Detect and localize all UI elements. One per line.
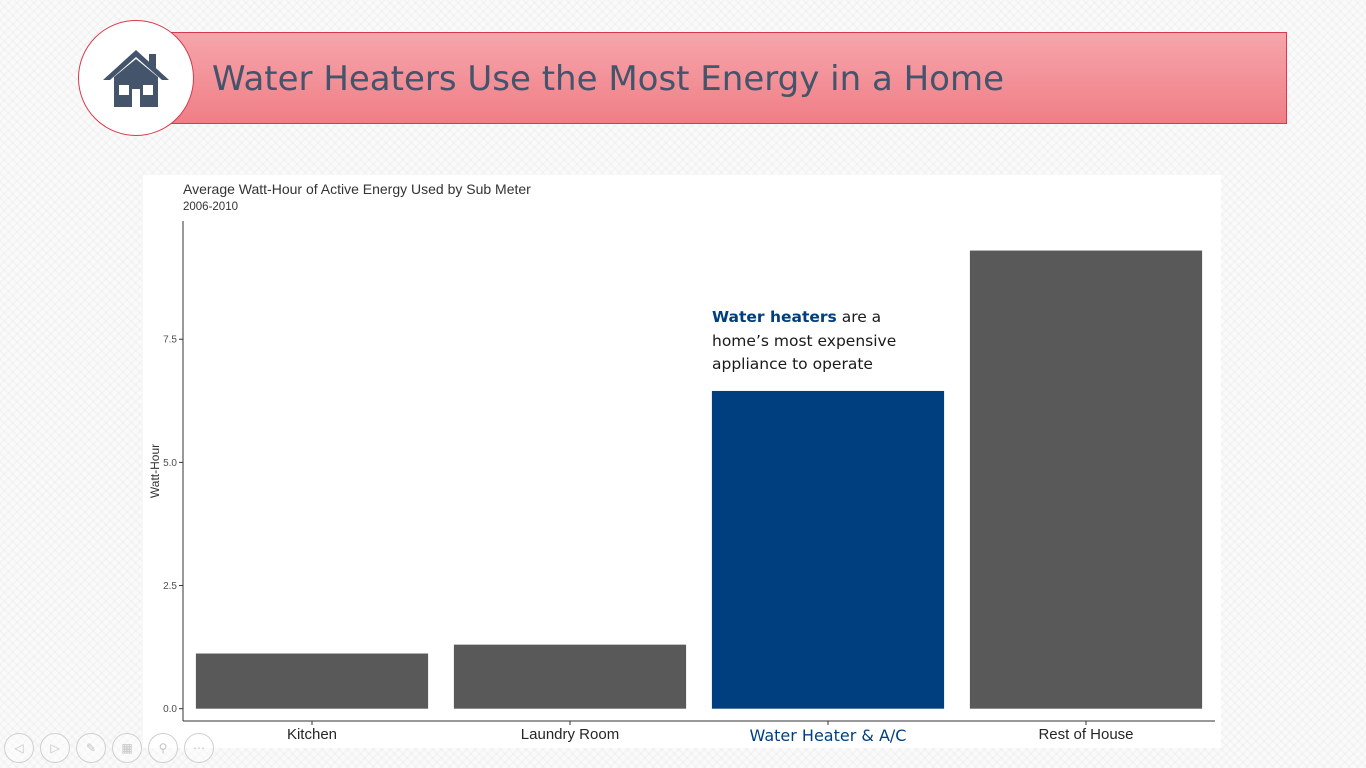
chart-title: Average Watt-Hour of Active Energy Used … [183,181,531,197]
x-tick-label: Water Heater & A/C [750,726,907,745]
pen-icon[interactable]: ✎ [76,733,106,763]
previous-slide-icon[interactable]: ◁ [4,733,34,763]
slide-title: Water Heaters Use the Most Energy in a H… [212,59,1004,99]
slideshow-controls: ◁ ▷ ✎ ▦ ⚲ ⋯ [4,733,214,765]
y-tick-label: 2.5 [163,581,177,592]
zoom-icon[interactable]: ⚲ [148,733,178,763]
annotation-text: are a home’s most expensive appliance to… [712,308,897,373]
annotation-highlight: Water heaters [712,308,837,326]
slides-grid-icon[interactable]: ▦ [112,733,142,763]
bar [195,653,429,709]
y-tick-label: 5.0 [163,458,177,469]
house-icon [103,50,169,107]
more-options-icon[interactable]: ⋯ [184,733,214,763]
next-slide-icon[interactable]: ▷ [40,733,70,763]
annotation: Water heaters are a home’s most expensiv… [712,306,942,377]
logo-badge [78,20,194,136]
x-tick-label: Rest of House [1038,726,1133,743]
x-tick-label: Laundry Room [521,726,619,743]
bar [969,250,1203,709]
y-tick-label: 0.0 [163,704,177,715]
bar [711,390,945,709]
y-tick-label: 7.5 [163,335,177,346]
title-banner: Water Heaters Use the Most Energy in a H… [163,32,1287,124]
chart-subtitle: 2006-2010 [183,201,238,213]
bar [453,644,687,709]
x-tick-label: Kitchen [287,726,337,743]
y-axis-title: Watt-Hour [148,444,162,498]
